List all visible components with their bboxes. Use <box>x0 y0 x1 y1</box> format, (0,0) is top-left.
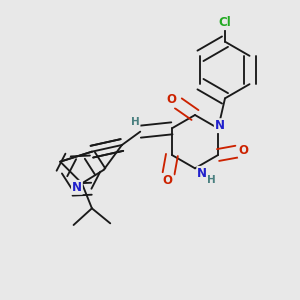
Text: H: H <box>207 175 216 185</box>
Text: N: N <box>72 181 82 194</box>
Text: N: N <box>215 119 225 132</box>
Text: H: H <box>131 117 140 127</box>
Text: O: O <box>166 94 176 106</box>
Text: O: O <box>239 144 249 157</box>
Text: O: O <box>163 174 172 187</box>
Text: Cl: Cl <box>219 16 231 29</box>
Text: N: N <box>197 167 207 180</box>
